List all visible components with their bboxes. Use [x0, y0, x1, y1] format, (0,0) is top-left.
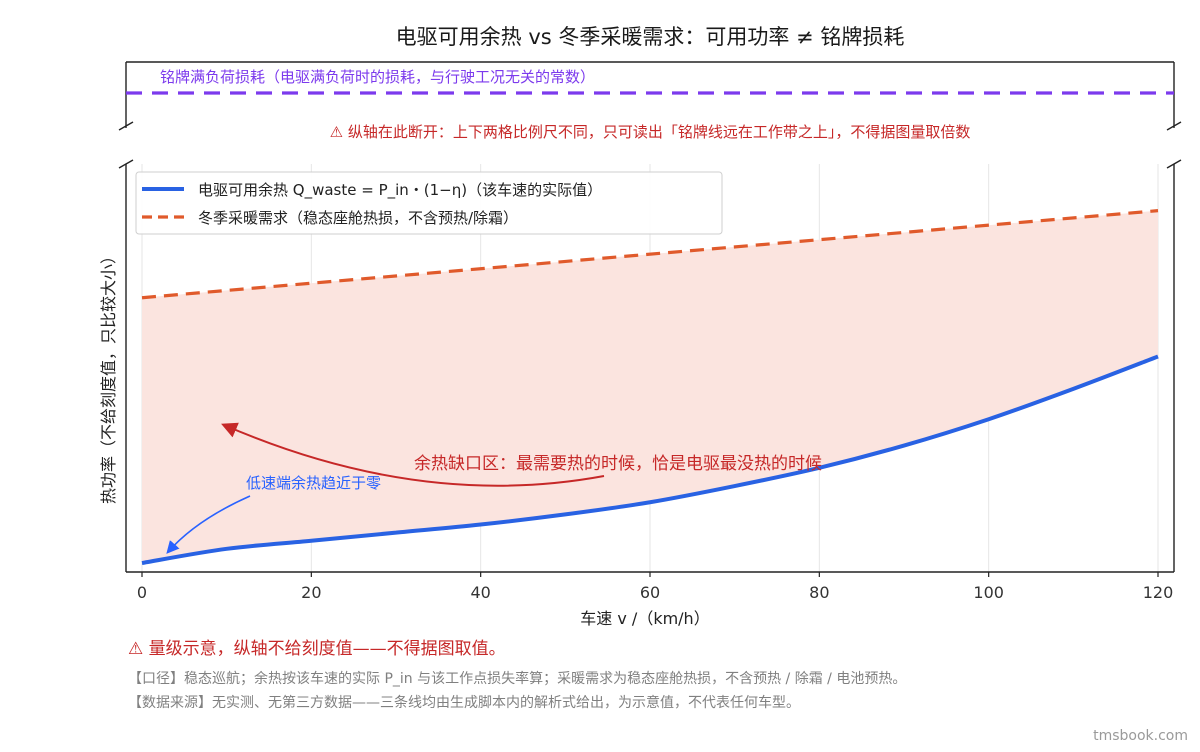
x-tick-label: 0: [137, 583, 147, 602]
break-mark: [118, 121, 134, 131]
gap-annotation-text: 余热缺口区：最需要热的时候，恰是电驱最没热的时候: [414, 454, 822, 474]
legend-box: [135, 171, 723, 235]
x-tick-label: 80: [809, 583, 829, 602]
break-mark: [1166, 121, 1182, 131]
x-ticks: 0 20 40 60 80 100 120: [137, 572, 1173, 602]
legend-label-heating-demand: 冬季采暖需求（稳态座舱热损，不含预热/除霜）: [198, 209, 518, 227]
x-tick-label: 120: [1143, 583, 1174, 602]
x-tick-label: 20: [301, 583, 321, 602]
legend: 电驱可用余热 Q_waste = P_in・(1−η)（该车速的实际值） 冬季采…: [135, 171, 723, 235]
x-tick-label: 40: [470, 583, 490, 602]
y-axis-label: 热功率（不给刻度值，只比较大小）: [99, 248, 118, 504]
chart-title: 电驱可用余热 vs 冬季采暖需求：可用功率 ≠ 铭牌损耗: [396, 25, 905, 49]
site-credit: tmsbook.com: [1093, 728, 1188, 744]
shaded-gap-area: [142, 210, 1158, 563]
legend-label-waste-heat: 电驱可用余热 Q_waste = P_in・(1−η)（该车速的实际值）: [198, 181, 602, 200]
low-speed-annotation-text: 低速端余热趋近于零: [246, 474, 381, 492]
axis-break-note: ⚠ 纵轴在此断开：上下两格比例尺不同，只可读出「铭牌线远在工作带之上」，不得据图…: [330, 123, 971, 141]
upper-panel: 铭牌满负荷损耗（电驱满负荷时的损耗，与行驶工况无关的常数）: [125, 61, 1175, 128]
waste-heat-line: [141, 354, 1159, 565]
heating-demand-line: [141, 209, 1159, 300]
gap-annotation-arrow: [221, 422, 605, 487]
footer-source-note: 【数据来源】无实测、无第三方数据——三条线均由生成脚本内的解析式给出，为示意值，…: [128, 695, 800, 711]
x-tick-label: 100: [973, 583, 1004, 602]
nameplate-loss-label: 铭牌满负荷损耗（电驱满负荷时的损耗，与行驶工况无关的常数）: [160, 68, 595, 86]
x-axis-label: 车速 v /（km/h）: [580, 609, 709, 628]
footer-caliber-note: 【口径】稳态巡航；余热按该车速的实际 P_in 与该工作点损失率算；采暖需求为稳…: [128, 671, 907, 687]
footer-warning: ⚠ 量级示意，纵轴不给刻度值——不得据图取值。: [128, 639, 506, 659]
x-tick-label: 60: [640, 583, 660, 602]
low-speed-annotation-arrow: [166, 495, 251, 554]
main-panel: 0 20 40 60 80 100 120: [125, 164, 1175, 602]
